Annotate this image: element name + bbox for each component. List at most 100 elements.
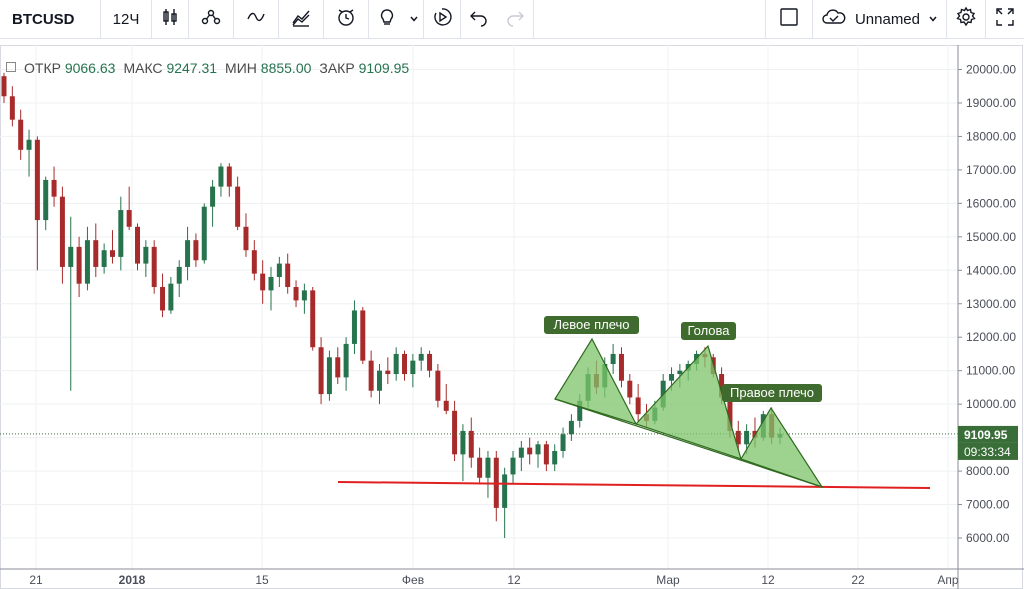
templates-icon	[290, 6, 312, 32]
toolbar-divider	[233, 0, 234, 38]
symbol-search-button[interactable]: BTCUSD	[0, 0, 100, 38]
compare-icon	[245, 6, 267, 32]
candle-body	[285, 263, 291, 288]
price-tick-label: 17000.00	[966, 163, 1016, 177]
candle-body	[276, 263, 282, 277]
candles-icon	[159, 6, 181, 32]
candle-body	[59, 196, 65, 267]
candle-body	[226, 166, 232, 187]
candle-body	[268, 276, 274, 291]
candle-body	[477, 457, 483, 478]
left-shoulder-triangle[interactable]	[554, 337, 638, 425]
candle-body	[376, 370, 382, 391]
candle-body	[460, 430, 466, 455]
toolbar-divider	[423, 0, 424, 38]
candle-body	[335, 357, 341, 378]
candle-body	[51, 179, 57, 197]
symbol-label: BTCUSD	[12, 10, 75, 28]
compare-button[interactable]	[234, 0, 278, 38]
redo-button[interactable]	[497, 0, 533, 38]
fullscreen-button[interactable]	[986, 0, 1024, 38]
candle-body	[326, 357, 332, 395]
candle-body	[502, 474, 508, 508]
candle-body	[627, 380, 633, 398]
right-shoulder-label[interactable]: Правое плечо	[722, 384, 822, 402]
templates-button[interactable]	[279, 0, 323, 38]
candle-body	[418, 353, 424, 361]
price-tick-label: 14000.00	[966, 263, 1016, 277]
candle-body	[176, 266, 182, 284]
candle-body	[744, 430, 750, 445]
settings-button[interactable]	[947, 0, 985, 38]
fullscreen-icon	[994, 6, 1016, 32]
left-shoulder-label[interactable]: Левое плечо	[544, 316, 639, 334]
time-tick-label: 22	[851, 573, 865, 587]
open-label: ОТКР	[24, 60, 61, 76]
high-label: МАКС	[123, 60, 163, 76]
price-chart[interactable]: Левое плечо Голова Правое плечо 20000.00 19…	[0, 39, 1024, 589]
neckline-trendline[interactable]	[337, 481, 931, 489]
pattern-label-text: Левое плечо	[553, 317, 629, 332]
candle-body	[468, 430, 474, 458]
candle-body	[552, 450, 558, 465]
undo-button[interactable]	[461, 0, 497, 38]
layout-square-icon	[778, 6, 800, 32]
candle-body	[201, 206, 207, 261]
price-tick-label: 19000.00	[966, 96, 1016, 110]
price-tick-label: 10000.00	[966, 397, 1016, 411]
indicators-button[interactable]	[189, 0, 233, 38]
toolbar-divider	[151, 0, 152, 38]
toolbar-divider	[188, 0, 189, 38]
candle-body	[535, 444, 541, 455]
price-tick-label: 13000.00	[966, 297, 1016, 311]
chart-type-button[interactable]	[152, 0, 188, 38]
price-tick-label: 6000.00	[966, 531, 1010, 545]
settings-gear-icon	[955, 6, 977, 32]
head-triangle[interactable]	[634, 344, 742, 460]
head-label[interactable]: Голова	[681, 322, 736, 340]
candle-body	[393, 353, 399, 375]
candle-body	[385, 370, 391, 375]
replay-button[interactable]	[424, 0, 460, 38]
candle-body	[301, 290, 307, 301]
drawings: Левое плечо Голова Правое плечо	[0, 316, 958, 489]
candle-body	[669, 374, 675, 381]
save-layout-button[interactable]: Unnamed	[813, 0, 946, 38]
candle-body	[452, 410, 458, 455]
ideas-dropdown[interactable]	[405, 0, 423, 38]
candle-body	[185, 240, 191, 267]
candle-body	[43, 179, 49, 221]
candle-body	[527, 447, 533, 455]
high-value: 9247.31	[166, 60, 218, 76]
price-tick-label: 20000.00	[966, 63, 1016, 77]
top-toolbar: BTCUSD 12Ч Unnamed	[0, 0, 1024, 39]
interval-button[interactable]: 12Ч	[101, 0, 151, 38]
candle-body	[135, 226, 141, 264]
candle-body	[101, 250, 107, 267]
right-shoulder-triangle[interactable]	[740, 406, 824, 489]
pattern-label-bg	[681, 322, 736, 340]
time-tick-label: Мар	[656, 573, 680, 587]
alert-button[interactable]	[324, 0, 368, 38]
alert-icon	[335, 6, 357, 32]
pattern-label-bg	[544, 316, 639, 334]
candle-body	[126, 210, 132, 227]
toolbar-divider	[460, 0, 461, 38]
candles	[1, 72, 783, 538]
pattern-label-text: Голова	[687, 323, 730, 338]
candle-body	[193, 240, 199, 261]
time-tick-label: 12	[507, 573, 521, 587]
candle-body	[543, 444, 549, 465]
candle-body	[218, 166, 224, 187]
layout-button[interactable]	[766, 0, 812, 38]
ideas-button[interactable]	[369, 0, 405, 38]
price-tick-label: 11000.00	[966, 364, 1015, 378]
candle-body	[26, 139, 32, 150]
candle-body	[518, 447, 524, 458]
candle-body	[719, 374, 725, 398]
chart-axes: 20000.00 19000.00 18000.00 17000.00 16000.00…	[0, 45, 1024, 589]
pattern-label-bg	[722, 384, 822, 402]
legend-toggle-icon[interactable]	[6, 62, 16, 72]
cloud-icon	[821, 6, 847, 32]
candle-body	[76, 246, 82, 284]
